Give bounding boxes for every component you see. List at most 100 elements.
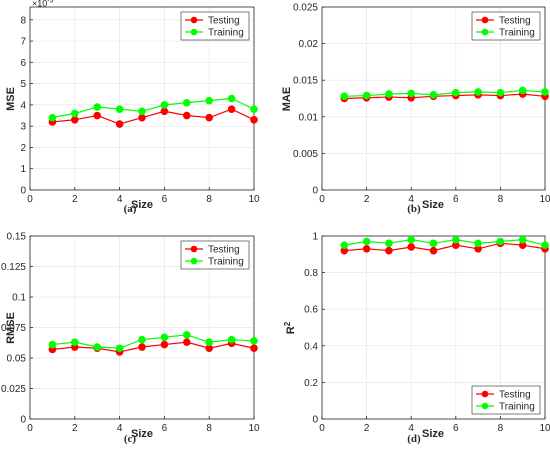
legend-marker-training [190,28,198,36]
legend-marker-testing [481,390,489,398]
x-tick-label: 8 [206,423,212,434]
y-tick-label: 6 [20,58,26,69]
series-line-testing [344,242,546,252]
series-line-testing [344,93,546,100]
series-line-training [52,97,255,119]
data-point-testing [362,245,371,253]
data-point-training [452,88,460,97]
x-tick-label: 8 [206,194,212,205]
y-tick-label: 0.075 [1,323,26,334]
data-point-training [115,344,124,353]
x-tick-label: 2 [364,194,370,205]
series-line-testing [52,341,255,353]
data-point-testing [250,115,258,124]
legend-marker-testing [190,16,198,24]
x-tick-label: 0 [27,423,33,434]
legend-marker-testing [190,245,198,253]
panel-caption: (d) [407,433,421,445]
x-tick-label: 0 [319,194,325,205]
x-tick-label: 0 [319,423,325,434]
data-point-training [385,239,393,248]
x-tick-label: 4 [117,423,123,434]
data-point-training [474,88,482,96]
data-point-testing [160,107,169,116]
series-line-testing [52,108,255,125]
legend-box [180,11,250,41]
x-tick-label: 8 [498,423,504,434]
data-point-training [340,241,349,249]
y-tick-label: 5 [20,79,26,90]
chart-panel-1: 0 2 4 6 8 10 0 1 2 3 4 5 6 7 8 ×10-3 Size MSE (a) TestingTr… [5,0,260,215]
data-point-training [183,331,191,339]
y-axis-label: RMSE [5,312,17,344]
chart-panel-3: 0 2 4 6 8 10 0 0.025 0.05 0.075 0.1 0.125 0.15 Size RM… [1,232,260,446]
x-tick-label: 4 [408,423,414,434]
data-point-training [541,241,549,249]
x-tick-label: 10 [248,194,260,205]
data-point-testing [115,120,124,128]
axes-box [321,235,546,420]
data-point-testing [160,340,169,349]
y-tick-label: 0.02 [299,39,319,50]
chart-panel-2: 0 2 4 6 8 10 0 0.005 0.01 0.015 0.02 0.025 Size MAE (b… [281,3,550,216]
legend-label-testing: Testing [499,16,531,27]
data-point-training [518,235,527,244]
axes-box [29,235,255,420]
x-tick-label: 10 [248,423,260,434]
data-point-testing [138,343,146,351]
panel-caption: (b) [407,203,421,215]
data-point-training [407,235,416,244]
y-exponent-label: ×10-3 [32,0,54,9]
data-point-testing [227,105,236,113]
data-point-training [138,107,146,116]
data-point-training [474,239,482,248]
legend-marker-training [481,402,489,410]
y-tick-label: 0.15 [7,232,27,243]
y-tick-label: 0.025 [1,384,26,395]
legend-label-testing: Testing [208,16,240,27]
data-point-training [429,91,438,99]
panel-caption: (c) [124,433,137,445]
x-tick-label: 4 [408,194,414,205]
data-point-training [93,343,101,351]
data-point-training [48,340,57,349]
legend-marker-training [481,28,489,36]
legend-label-training: Training [208,28,244,39]
data-point-training [496,237,505,246]
y-axis-label: MSE [5,87,17,111]
data-point-testing [407,243,416,251]
data-point-training [227,335,236,344]
x-tick-label: 10 [539,423,550,434]
data-point-training [250,337,258,345]
x-tick-label: 2 [72,423,78,434]
x-tick-label: 6 [162,423,168,434]
data-point-testing [183,111,191,120]
chart-panel-4: 0 2 4 6 8 10 0 0.2 0.4 0.6 0.8 1 Size R2 (d) TestingTra… [283,232,550,446]
y-tick-label: 0 [312,415,318,426]
data-point-training [71,338,79,346]
data-point-training [496,88,505,97]
data-point-training [362,237,371,246]
panel-caption: (a) [124,203,137,215]
data-point-testing [183,338,191,346]
y-tick-label: 0 [312,186,318,197]
y-tick-label: 1 [312,232,318,243]
x-axis-label: Size [131,199,153,211]
x-tick-label: 6 [453,423,459,434]
legend-box [180,240,250,270]
x-axis-label: Size [422,428,444,440]
x-tick-label: 2 [364,423,370,434]
series-line-training [344,239,546,246]
y-tick-label: 0 [20,415,26,426]
x-tick-label: 6 [162,194,168,205]
y-axis-label: MAE [281,87,293,111]
data-point-training [160,101,169,109]
series-line-training [344,89,546,97]
data-point-testing [71,115,79,124]
data-point-training [205,96,213,105]
legend-label-training: Training [499,402,535,413]
